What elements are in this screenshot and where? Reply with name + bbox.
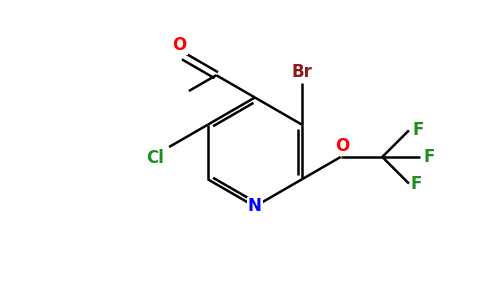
Text: Br: Br — [292, 63, 313, 81]
Text: Cl: Cl — [146, 149, 164, 167]
Text: F: F — [424, 148, 435, 166]
Text: O: O — [173, 36, 187, 54]
Text: F: F — [411, 175, 422, 193]
Text: N: N — [248, 197, 262, 215]
Text: O: O — [335, 137, 350, 155]
Text: F: F — [413, 121, 424, 139]
